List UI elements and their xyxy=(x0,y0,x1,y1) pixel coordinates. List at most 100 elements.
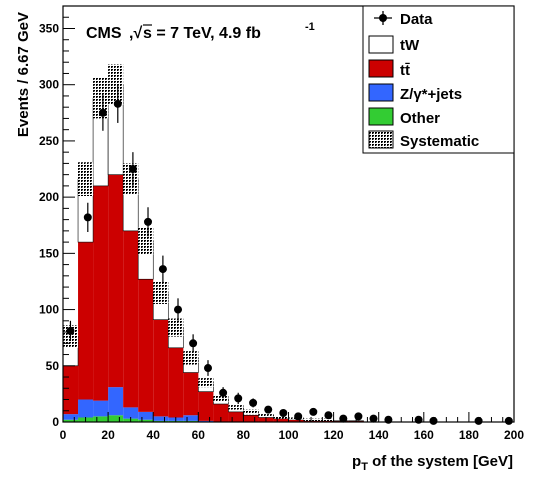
legend-label-zjets: Z/γ*+jets xyxy=(400,86,462,103)
x-tick-label-140: 140 xyxy=(369,428,389,442)
data-point-6 xyxy=(158,265,167,274)
bar-tt-bin-6 xyxy=(153,319,169,417)
data-point-8 xyxy=(189,339,198,348)
legend-entry-zjets: Z/γ*+jets xyxy=(368,83,462,103)
data-point-7 xyxy=(174,305,183,314)
y-tick-label-200: 200 xyxy=(39,190,59,204)
bar-tt-bin-3 xyxy=(108,174,124,388)
x-tick-label-120: 120 xyxy=(324,428,344,442)
x-tick-label-40: 40 xyxy=(147,428,161,442)
legend-label-other: Other xyxy=(400,110,440,127)
data-point-25 xyxy=(504,416,513,425)
data-marker-icon xyxy=(379,14,387,22)
systematic-band-bin-5 xyxy=(138,227,154,255)
data-point-11 xyxy=(234,394,243,403)
legend-entry-ttbar: tt̄ xyxy=(368,59,410,79)
data-point-19 xyxy=(354,412,363,421)
bar-tt-bin-0 xyxy=(63,365,79,415)
legend: Data tW tt̄ Z/γ*+jets Other Systematic xyxy=(362,5,515,154)
y-tick-label-150: 150 xyxy=(39,246,59,260)
axis-ticks: 0 20 40 60 80 100 120 140 160 180 200 0 50 100 150 200 2… xyxy=(39,5,524,442)
x-tick-label-200: 200 xyxy=(504,428,524,442)
systematic-band-bin-14 xyxy=(273,416,289,419)
legend-swatch-zjets xyxy=(368,83,394,102)
sqrt-symbol: ,√ xyxy=(129,25,142,42)
y-tick-label-250: 250 xyxy=(39,134,59,148)
data-point-3 xyxy=(113,99,122,108)
legend-label-data: Data xyxy=(400,11,433,28)
systematic-band-bin-13 xyxy=(258,414,274,417)
systematic-band-bin-10 xyxy=(213,395,229,402)
legend-entry-tw: tW xyxy=(368,35,420,54)
systematic-band-bin-2 xyxy=(93,77,109,119)
systematic-band-bin-7 xyxy=(168,318,184,337)
x-tick-label-60: 60 xyxy=(192,428,206,442)
lumi-exponent: -1 xyxy=(305,21,315,33)
data-point-17 xyxy=(324,411,333,420)
systematic-band-bin-9 xyxy=(198,378,214,388)
y-tick-label-100: 100 xyxy=(39,303,59,317)
systematic-band-bin-6 xyxy=(153,281,169,304)
legend-entry-systematic: Systematic xyxy=(368,130,479,150)
y-axis-title: Events / 6.67 GeV xyxy=(15,12,32,137)
y-tick-label-50: 50 xyxy=(46,359,60,373)
bar-other-bin-3 xyxy=(108,415,124,422)
legend-entry-other: Other xyxy=(368,107,440,127)
bar-other-bin-0 xyxy=(63,419,79,422)
bar-z-jets-bin-2 xyxy=(93,400,109,417)
bar-tt-bin-8 xyxy=(183,372,199,416)
data-point-5 xyxy=(144,217,153,226)
bar-tt-bin-5 xyxy=(138,279,154,412)
data-point-20 xyxy=(369,414,378,423)
bar-other-bin-2 xyxy=(93,416,109,422)
data-point-0 xyxy=(66,326,75,335)
systematic-band-bin-11 xyxy=(228,405,244,410)
legend-entry-data: Data xyxy=(374,11,433,28)
bar-tt-bin-11 xyxy=(228,411,244,422)
bar-tt-bin-10 xyxy=(213,404,229,422)
data-point-15 xyxy=(294,412,303,421)
data-point-14 xyxy=(279,409,288,418)
x-tick-label-0: 0 xyxy=(60,428,67,442)
bar-tt-bin-4 xyxy=(123,230,139,408)
legend-label-tw: tW xyxy=(400,37,420,54)
bar-z-jets-bin-4 xyxy=(123,407,139,419)
data-point-10 xyxy=(219,388,228,397)
bar-tt-bin-12 xyxy=(243,415,259,422)
y-tick-label-300: 300 xyxy=(39,78,59,92)
data-point-2 xyxy=(98,108,107,117)
x-tick-label-160: 160 xyxy=(414,428,434,442)
y-tick-label-0: 0 xyxy=(52,415,59,429)
systematic-bands xyxy=(63,64,334,421)
bar-z-jets-bin-6 xyxy=(153,416,169,421)
bar-tt-bin-14 xyxy=(273,418,289,422)
x-tick-label-100: 100 xyxy=(278,428,298,442)
y-tick-label-350: 350 xyxy=(39,21,59,35)
x-tick-label-80: 80 xyxy=(237,428,251,442)
data-point-1 xyxy=(83,213,92,222)
x-tick-label-180: 180 xyxy=(459,428,479,442)
data-point-9 xyxy=(203,364,212,373)
bar-tt-bin-15 xyxy=(288,419,304,422)
bar-z-jets-bin-0 xyxy=(63,414,79,420)
cms-label: CMS xyxy=(86,25,122,42)
data-point-24 xyxy=(474,416,483,425)
bar-tt-bin-2 xyxy=(93,185,109,401)
legend-label-systematic: Systematic xyxy=(400,133,479,150)
bar-other-bin-5 xyxy=(138,419,154,422)
x-axis-title: pT of the system [GeV] xyxy=(352,453,513,473)
legend-box xyxy=(362,5,515,154)
legend-label-ttbar: tt̄ xyxy=(400,62,410,79)
bar-z-jets-bin-8 xyxy=(183,415,199,421)
systematic-band-bin-12 xyxy=(243,409,259,415)
x-tick-label-20: 20 xyxy=(101,428,115,442)
bar-z-jets-bin-5 xyxy=(138,411,154,420)
bar-z-jets-bin-3 xyxy=(108,387,124,416)
legend-swatch-ttbar xyxy=(368,59,394,78)
systematic-band-bin-1 xyxy=(78,162,94,197)
bar-tt-bin-9 xyxy=(198,391,214,421)
data-point-16 xyxy=(309,407,318,416)
data-point-23 xyxy=(429,416,438,425)
legend-swatch-systematic xyxy=(368,130,394,149)
